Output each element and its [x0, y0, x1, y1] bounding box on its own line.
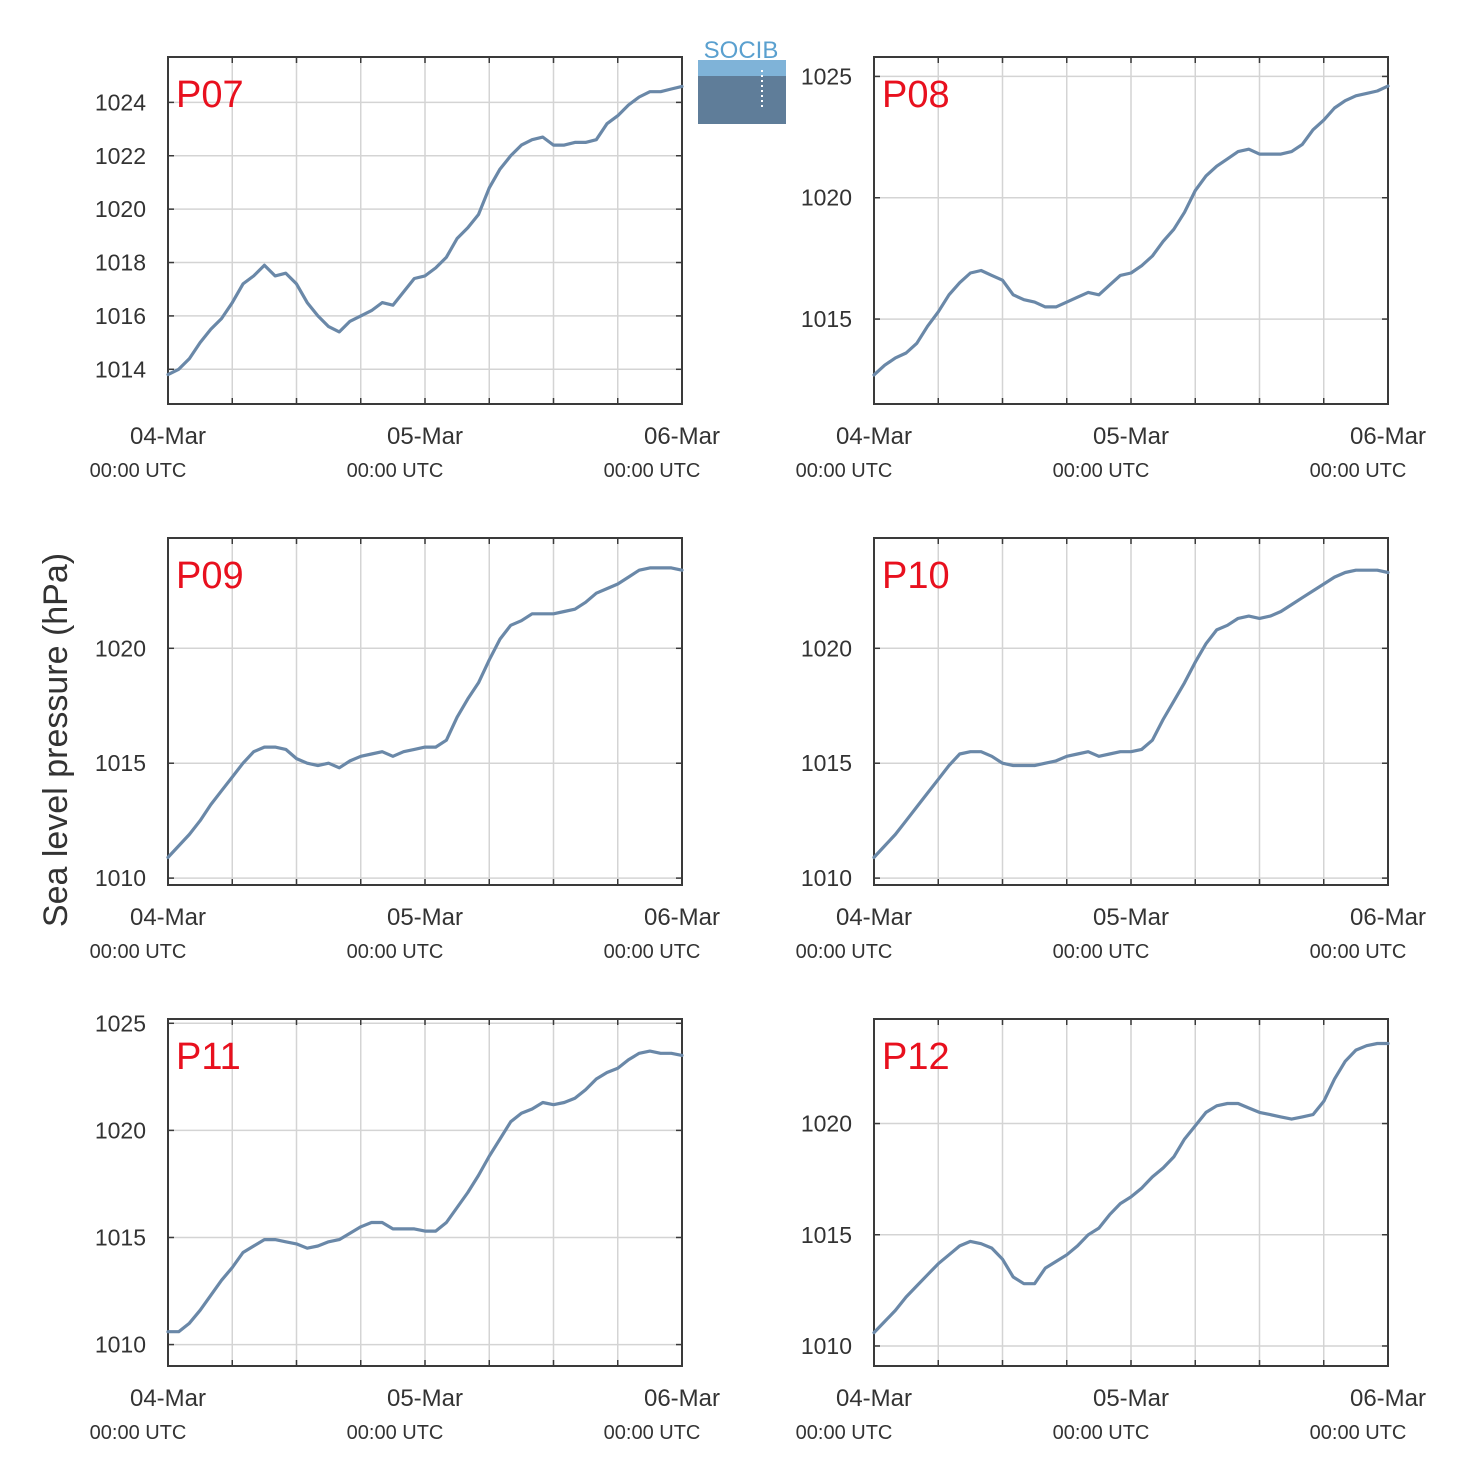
x-tick-sublabel: 00:00 UTC	[604, 941, 701, 963]
y-tick-label: 1016	[95, 303, 146, 329]
x-tick-label: 05-Mar	[387, 423, 463, 450]
y-tick-label: 1024	[95, 89, 146, 115]
x-tick-sublabel: 00:00 UTC	[796, 941, 893, 963]
x-tick-label: 06-Mar	[1350, 904, 1426, 931]
station-label: P12	[882, 1036, 950, 1078]
station-label: P07	[176, 74, 244, 116]
x-tick-label: 06-Mar	[644, 1385, 720, 1412]
y-tick-label: 1020	[801, 1111, 852, 1137]
y-tick-label: 1010	[801, 865, 852, 891]
y-tick-label: 1015	[801, 306, 852, 332]
x-tick-sublabel: 00:00 UTC	[1053, 941, 1150, 963]
x-tick-label: 06-Mar	[644, 904, 720, 931]
x-tick-label: 06-Mar	[1350, 1385, 1426, 1412]
panels-group: 1014 1016 1018 1020 1022 1024 04-Mar 00:00 UTC 0…	[90, 56, 1426, 1444]
x-tick-sublabel: 00:00 UTC	[1053, 1422, 1150, 1444]
series-line-p12	[872, 1041, 1390, 1335]
series-line-p08	[872, 84, 1390, 377]
panel-p12: 1010 1015 1020 04-Mar 00:00 UTC 05-Mar 00:00 U…	[796, 1018, 1426, 1444]
x-tick-sublabel: 00:00 UTC	[1053, 460, 1150, 482]
panel-p07: 1014 1016 1018 1020 1022 1024 04-Mar 00:00 UTC 0…	[90, 56, 720, 482]
y-tick-label: 1025	[95, 1010, 146, 1036]
x-tick-sublabel: 00:00 UTC	[796, 1422, 893, 1444]
station-label: P11	[176, 1036, 241, 1078]
x-tick-sublabel: 00:00 UTC	[604, 460, 701, 482]
panel-p08: 1015 1020 1025 04-Mar 00:00 UTC 05-Mar 00:00 U…	[796, 56, 1426, 482]
x-tick-sublabel: 00:00 UTC	[90, 460, 187, 482]
x-tick-label: 05-Mar	[387, 1385, 463, 1412]
x-tick-label: 05-Mar	[1093, 904, 1169, 931]
x-tick-sublabel: 00:00 UTC	[90, 941, 187, 963]
series-line-p09	[166, 566, 684, 860]
x-tick-label: 05-Mar	[387, 904, 463, 931]
x-tick-label: 04-Mar	[130, 904, 206, 931]
y-axis-label: Sea level pressure (hPa)	[37, 553, 75, 927]
x-tick-sublabel: 00:00 UTC	[1310, 941, 1407, 963]
x-tick-sublabel: 00:00 UTC	[1310, 1422, 1407, 1444]
x-tick-label: 06-Mar	[644, 423, 720, 450]
y-tick-label: 1015	[95, 1224, 146, 1250]
y-tick-label: 1010	[801, 1333, 852, 1359]
y-tick-label: 1015	[801, 1222, 852, 1248]
x-tick-label: 04-Mar	[836, 423, 912, 450]
series-line-p10	[872, 568, 1390, 860]
x-tick-sublabel: 00:00 UTC	[347, 460, 444, 482]
x-tick-sublabel: 00:00 UTC	[604, 1422, 701, 1444]
y-tick-label: 1015	[95, 750, 146, 776]
x-tick-label: 04-Mar	[130, 423, 206, 450]
y-tick-label: 1010	[95, 865, 146, 891]
x-tick-sublabel: 00:00 UTC	[90, 1422, 187, 1444]
x-tick-sublabel: 00:00 UTC	[1310, 460, 1407, 482]
x-tick-sublabel: 00:00 UTC	[347, 1422, 444, 1444]
x-tick-label: 06-Mar	[1350, 423, 1426, 450]
y-tick-label: 1014	[95, 356, 146, 382]
x-tick-label: 04-Mar	[836, 1385, 912, 1412]
y-tick-label: 1018	[95, 250, 146, 276]
series-line-p07	[166, 84, 684, 377]
station-label: P10	[882, 555, 950, 597]
x-tick-label: 04-Mar	[836, 904, 912, 931]
x-tick-sublabel: 00:00 UTC	[347, 941, 444, 963]
x-tick-label: 05-Mar	[1093, 423, 1169, 450]
y-tick-label: 1020	[801, 635, 852, 661]
x-tick-label: 04-Mar	[130, 1385, 206, 1412]
y-tick-label: 1022	[95, 143, 146, 169]
station-label: P08	[882, 74, 950, 116]
y-tick-label: 1020	[801, 185, 852, 211]
x-tick-sublabel: 00:00 UTC	[796, 460, 893, 482]
x-tick-label: 05-Mar	[1093, 1385, 1169, 1412]
panel-p11: 1010 1015 1020 1025 04-Mar 00:00 UTC 05-Mar 00:…	[90, 1010, 720, 1444]
station-label: P09	[176, 555, 244, 597]
y-tick-label: 1020	[95, 1117, 146, 1143]
panel-p09: 1010 1015 1020 04-Mar 00:00 UTC 05-Mar 00:00 U…	[90, 537, 720, 963]
socib-logo-wave	[698, 60, 786, 76]
y-tick-label: 1015	[801, 750, 852, 776]
socib-logo-text: SOCIB	[704, 37, 779, 64]
socib-logo: SOCIB	[698, 37, 786, 124]
series-line-p11	[166, 1049, 684, 1334]
panel-p10: 1010 1015 1020 04-Mar 00:00 UTC 05-Mar 00:00 U…	[796, 537, 1426, 963]
y-tick-label: 1020	[95, 635, 146, 661]
y-tick-label: 1025	[801, 63, 852, 89]
y-tick-label: 1010	[95, 1332, 146, 1358]
y-tick-label: 1020	[95, 196, 146, 222]
